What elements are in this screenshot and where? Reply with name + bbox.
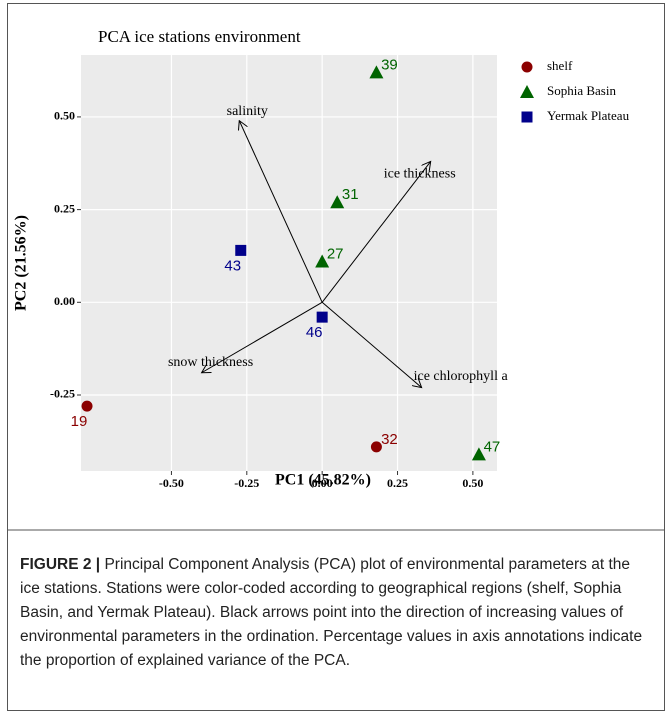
x-axis-title: PC1 (45.82%) xyxy=(275,472,371,489)
point-label: 19 xyxy=(71,413,88,430)
x-tick-label: 0.25 xyxy=(387,476,408,490)
point-label: 47 xyxy=(484,438,501,455)
loading-arrow xyxy=(321,301,421,387)
chart-title: PCA ice stations environment xyxy=(98,27,301,46)
legend-marker xyxy=(521,111,533,123)
legend-label: shelf xyxy=(547,58,573,73)
legend-label: Yermak Plateau xyxy=(547,108,630,123)
point-label: 39 xyxy=(381,56,398,73)
point xyxy=(235,244,247,256)
arrow-label: salinity xyxy=(227,104,268,119)
y-tick-label: 0.50 xyxy=(54,109,75,123)
point-label: 32 xyxy=(381,431,398,448)
caption-text: Principal Component Analysis (PCA) plot … xyxy=(20,556,643,669)
loading-arrow xyxy=(239,121,323,303)
loading-arrow xyxy=(202,301,323,372)
loading-arrow xyxy=(321,161,431,303)
arrow-label: snow thickness xyxy=(168,355,253,370)
plot-panel xyxy=(81,55,497,471)
y-tick-label: 0.25 xyxy=(54,201,75,215)
chart: PCA ice stations environment PC1 (45.82%… xyxy=(7,27,665,531)
point-label: 31 xyxy=(342,186,359,203)
y-axis-title: PC2 (21.56%) xyxy=(13,215,30,311)
legend-marker xyxy=(520,85,534,98)
caption-label: FIGURE 2 | xyxy=(20,556,101,573)
x-tick-label: 0.50 xyxy=(462,476,483,490)
point xyxy=(81,400,93,412)
point xyxy=(330,195,345,209)
caption: FIGURE 2 | Principal Component Analysis … xyxy=(20,553,650,673)
x-tick-label: 0.00 xyxy=(312,476,333,490)
x-tick-label: -0.25 xyxy=(234,476,259,490)
point-label: 46 xyxy=(306,324,323,341)
y-tick-label: -0.25 xyxy=(50,387,75,401)
point-label: 27 xyxy=(327,245,344,262)
point xyxy=(315,254,330,268)
figure-frame xyxy=(7,3,665,711)
legend-label: Sophia Basin xyxy=(547,83,616,98)
point-label: 43 xyxy=(224,257,241,274)
x-tick-label: -0.50 xyxy=(159,476,184,490)
point xyxy=(471,447,486,461)
point xyxy=(316,311,328,323)
arrow-label: ice thickness xyxy=(384,167,456,182)
point xyxy=(370,441,382,453)
arrow-label: ice chlorophyll a xyxy=(414,369,509,384)
legend-marker xyxy=(521,61,533,73)
point xyxy=(369,65,384,79)
y-tick-label: 0.00 xyxy=(54,294,75,308)
